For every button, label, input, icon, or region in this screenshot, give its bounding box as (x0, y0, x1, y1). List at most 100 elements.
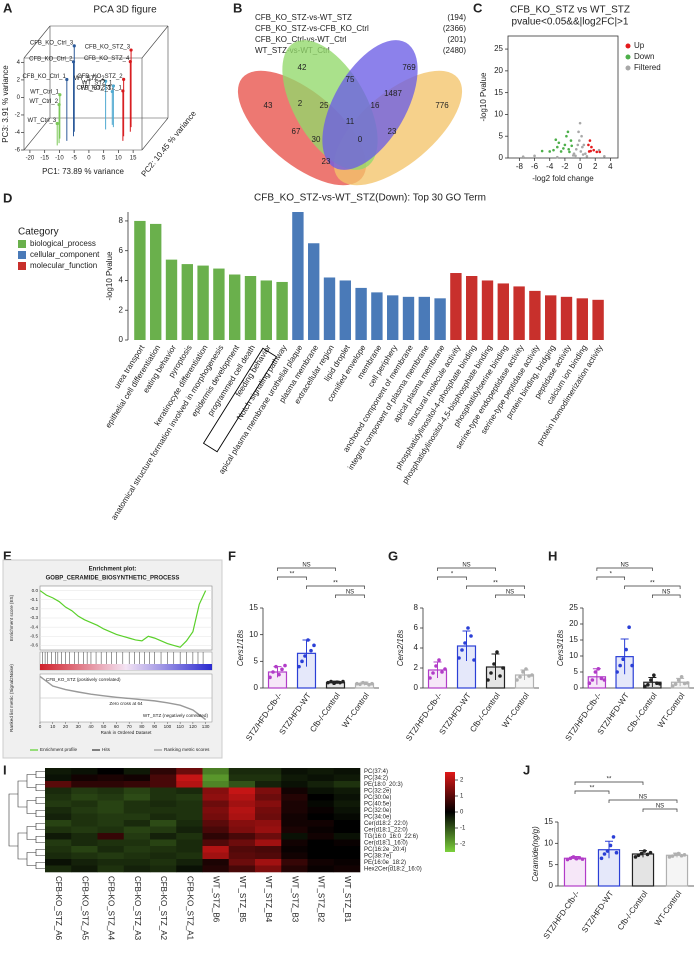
x-tick-label: WT-Control (653, 889, 684, 927)
point (58, 93, 62, 97)
point (568, 856, 573, 861)
significance-label: ** (590, 786, 595, 792)
y-tick-label: 6 (414, 623, 419, 632)
heat-cell (255, 800, 282, 808)
point (598, 150, 602, 154)
point (306, 638, 310, 642)
heat-cell (281, 807, 308, 814)
point (593, 670, 598, 674)
heat-cell (150, 813, 177, 821)
point (562, 147, 565, 150)
region-count: 25 (320, 101, 329, 110)
x-axis-label: PC1: 73.89 % variance (42, 167, 124, 176)
legend-title: Category (18, 227, 59, 238)
heat-cell (307, 820, 335, 827)
point (300, 659, 304, 664)
heat-cell (45, 859, 72, 866)
heat-cell (45, 846, 72, 853)
heat-cell (281, 833, 308, 840)
point (682, 681, 687, 686)
y-axis-label: Cers1/18s (236, 630, 245, 666)
x-tick-label: 10 (115, 156, 122, 162)
heat-cell (97, 839, 125, 847)
region-count: 11 (346, 117, 355, 126)
point-label: WT_STZ_1 (82, 81, 113, 87)
heat-cell (176, 807, 203, 814)
x-tick-label: -8 (516, 162, 524, 171)
bar (513, 286, 525, 340)
heat-cell (307, 768, 335, 775)
point (280, 667, 284, 672)
point-label: WT_Ctrl_3 (28, 118, 57, 124)
region-count: 23 (322, 157, 331, 166)
point (283, 663, 287, 668)
point (646, 683, 650, 687)
heat-cell (255, 781, 282, 788)
bar (339, 280, 351, 340)
dendrogram (35, 822, 45, 831)
point (676, 851, 681, 856)
box-edge (141, 25, 169, 59)
heat-cell (71, 865, 98, 873)
heat-cell (176, 813, 203, 821)
x-tick-label: -2 (561, 162, 569, 171)
y-tick-label: 20 (494, 66, 503, 75)
significance-label: NS (639, 795, 647, 801)
bar (276, 281, 288, 340)
point (527, 674, 531, 678)
heat-cell (150, 852, 177, 860)
y-tick-label: -0.3 (30, 615, 38, 620)
error-bar (491, 653, 500, 680)
heat-cell (202, 833, 230, 840)
point (599, 676, 604, 681)
x-tick-label: WT-Control (656, 691, 687, 729)
point (498, 674, 502, 678)
point (581, 145, 584, 149)
heat-cell (176, 865, 203, 873)
heat-cell (176, 800, 203, 808)
row-label: Cer(d18:2_22:0) (364, 821, 408, 827)
heat-cell (45, 800, 72, 808)
point (567, 147, 570, 151)
heat-cell (123, 826, 151, 834)
row-label: Hex2Cer(d18:2_16:0) (364, 866, 422, 872)
point (667, 855, 672, 859)
legend-label: Enrichment profile (40, 747, 77, 752)
region-count: 43 (264, 101, 273, 110)
heat-cell (307, 807, 335, 814)
heat-cell (97, 781, 125, 788)
heat-cell (71, 768, 98, 775)
panel-label: F (228, 548, 236, 563)
heat-cell (97, 807, 125, 814)
x-tick-label: 130 (202, 724, 210, 729)
chart-subtitle: pvalue<0.05&&|log2FC|>1 (512, 17, 629, 28)
heat-cell (281, 768, 308, 775)
point (648, 850, 653, 855)
heat-cell (45, 768, 72, 775)
heat-cell (228, 774, 256, 782)
colorbar-tick-label: 2 (460, 778, 464, 784)
bar (150, 223, 162, 340)
dendrogram (26, 852, 36, 866)
point-label: CFB_KO_Ctrl_1 (22, 74, 66, 80)
z-tick-label: 4 (17, 60, 21, 66)
point-label: CFB_KO_STZ_2 (77, 74, 123, 80)
x-tick-label: 120 (189, 724, 197, 729)
point (618, 663, 622, 668)
point (608, 843, 613, 848)
bar (134, 220, 146, 340)
error-bar (620, 638, 629, 675)
point (495, 650, 499, 654)
heat-cell (202, 859, 230, 866)
dendrogram (35, 835, 45, 844)
significance-bracket (652, 594, 681, 598)
x-tick-label: Cfb-/-Control (468, 691, 502, 734)
heat-cell (97, 852, 125, 860)
chart-title: PCA 3D figure (93, 5, 157, 16)
legend-swatch (625, 65, 631, 71)
heat-cell (307, 774, 335, 782)
point-label: WT_STZ_2 (74, 76, 105, 82)
point (367, 683, 371, 687)
x-tick-label: -10 (55, 156, 64, 162)
region-count: 1487 (384, 89, 402, 98)
